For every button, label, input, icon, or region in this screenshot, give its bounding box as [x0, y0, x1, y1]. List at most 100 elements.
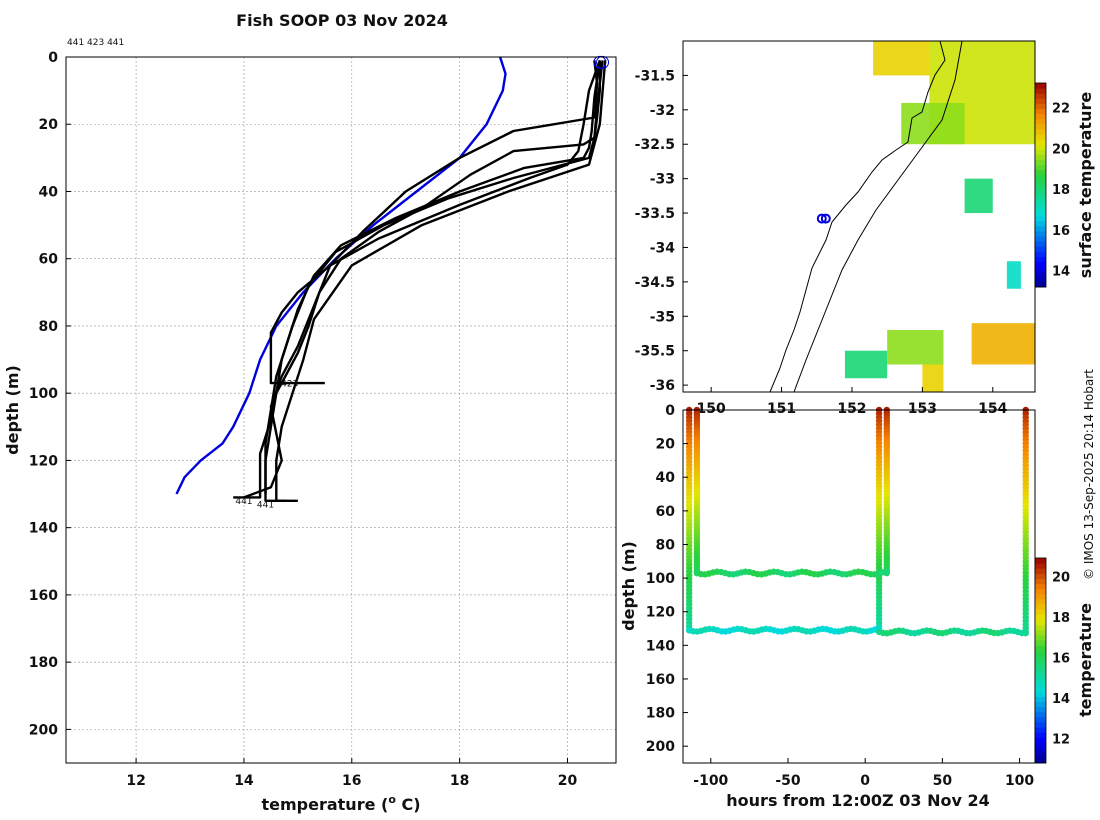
timeseries-ytick-label: 0	[665, 403, 675, 419]
profile-xtick-label: 20	[558, 773, 578, 789]
profile-reference-line	[175, 56, 507, 495]
timeseries-colorbar-segment	[1035, 563, 1046, 569]
map-colorbar-segment	[1035, 210, 1046, 217]
timeseries-colorbar-frame	[1034, 557, 1047, 764]
profile-ytick-label: 60	[39, 252, 59, 268]
timeseries-axes-frame	[682, 409, 1036, 764]
bottom-track-point	[883, 568, 890, 575]
profile-ytick-label: 40	[39, 184, 59, 200]
map-colorbar-segment	[1035, 281, 1046, 288]
map-colorbar-segment	[1035, 215, 1046, 222]
timeseries-ytick-label: 160	[646, 672, 675, 688]
timeseries-colorbar-segment	[1035, 757, 1046, 764]
timeseries-colorbar-segment	[1035, 747, 1046, 754]
map-colorbar-segment	[1035, 118, 1046, 125]
timeseries-colorbar-tick-label: 18	[1052, 611, 1070, 626]
map-xtick-label: 154	[978, 401, 1007, 417]
profile-xtick-label: 14	[234, 773, 254, 789]
timeseries-xtick-label: 50	[933, 773, 953, 789]
profile-ytick-label: 140	[29, 521, 58, 537]
map-colorbar-segment	[1035, 276, 1046, 283]
profile-xtick-label: 12	[126, 773, 145, 789]
timeseries-colorbar-segment	[1035, 604, 1046, 610]
timeseries-xlabel: hours from 12:00Z 03 Nov 24	[726, 791, 989, 810]
timeseries-colorbar-segment	[1035, 711, 1046, 718]
map-colorbar: 14 16 18 20 22	[1034, 82, 1070, 288]
map-ytick-label: -32.5	[635, 137, 675, 153]
timeseries-colorbar-label: temperature	[1076, 603, 1095, 717]
coastline	[769, 41, 946, 392]
map-colorbar-segment	[1035, 205, 1046, 211]
map-colorbar-segment	[1035, 134, 1046, 140]
timeseries-colorbar-segment	[1035, 614, 1046, 620]
profile-xlabel-main: temperature (	[261, 795, 388, 814]
timeseries-colorbar-segment	[1035, 593, 1046, 600]
map-ytick-label: -34	[650, 240, 676, 256]
map-ytick-label: -32	[650, 103, 675, 119]
profile-cast-line	[264, 60, 601, 494]
timeseries-ytick-label: 80	[656, 537, 676, 553]
profile-ylabel: depth (m)	[3, 365, 22, 455]
map-colorbar-segment	[1035, 251, 1046, 257]
map-ytick-label: -35	[650, 309, 675, 325]
map-colorbar-segment	[1035, 164, 1046, 171]
map-colorbar-segment	[1035, 169, 1046, 176]
sst-patch	[901, 102, 965, 145]
profile-ytick-label: 200	[29, 722, 58, 738]
profile-cast-line	[233, 60, 604, 499]
map-ticks: 150 151 152 153 154 -31.5 -32 -32.5 -33 -33.5 -34 -…	[635, 68, 1008, 417]
map-colorbar-tick-label: 22	[1052, 101, 1070, 116]
map-colorbar-segment	[1035, 128, 1046, 135]
timeseries-xtick-label: 0	[860, 773, 870, 789]
profile-axes-frame	[65, 56, 617, 764]
sst-patch	[964, 178, 993, 214]
map-colorbar-segment	[1035, 174, 1046, 181]
float-marker-ring	[820, 213, 831, 224]
profile-ytick-label: 0	[48, 50, 58, 66]
timeseries-colorbar-segment	[1035, 558, 1046, 564]
timeseries-colorbar-segment	[1035, 675, 1046, 682]
sst-patch	[922, 364, 944, 392]
map-colorbar-segment	[1035, 200, 1046, 206]
timeseries-ytick-label: 60	[656, 504, 676, 520]
profile-cast-line	[264, 60, 601, 502]
map-colorbar-tick-label: 20	[1052, 142, 1070, 157]
timeseries-colorbar-segment	[1035, 609, 1046, 615]
sst-patch	[844, 350, 888, 379]
timeseries-colorbar-segment	[1035, 681, 1046, 687]
map-colorbar-segment	[1035, 190, 1046, 196]
profile-cast-line	[243, 60, 599, 499]
map-colorbar-segment	[1035, 88, 1046, 94]
map-colorbar-segment	[1035, 159, 1046, 166]
timeseries-colorbar-segment	[1035, 665, 1046, 672]
map-colorbar-segment	[1035, 241, 1046, 247]
map-colorbar-segment	[1035, 108, 1046, 115]
timeseries-colorbar-segment	[1035, 701, 1046, 708]
float-marker-ring	[816, 213, 827, 224]
timeseries-colorbar-segment	[1035, 583, 1046, 590]
timeseries-colorbar-segment	[1035, 624, 1046, 631]
map-ytick-label: -35.5	[635, 344, 675, 360]
timeseries-colorbar-segment	[1035, 568, 1046, 574]
profile-cast-annotation: 441	[235, 497, 252, 507]
map-colorbar-segment	[1035, 225, 1046, 232]
timeseries-ytick-label: 140	[646, 638, 675, 654]
profile-ytick-label: 180	[29, 655, 58, 671]
map-colorbar-segment	[1035, 256, 1046, 262]
timeseries-colorbar-segment	[1035, 727, 1046, 733]
map-ytick-label: -36	[650, 378, 675, 394]
timeseries-colorbar-segment	[1035, 640, 1046, 646]
timeseries-colorbar-segment	[1035, 686, 1046, 692]
map-colorbar-segment	[1035, 220, 1046, 227]
map-colorbar-segment	[1035, 113, 1046, 120]
timeseries-ytick-label: 180	[646, 706, 675, 722]
map-colorbar-segment	[1035, 236, 1046, 242]
map-xtick-label: 150	[697, 401, 726, 417]
timeseries-colorbar-segment	[1035, 599, 1046, 605]
timeseries-colorbar-segment	[1035, 660, 1046, 667]
profile-grid	[66, 56, 616, 763]
timeseries-colorbar-segment	[1035, 619, 1046, 626]
profile-ytick-label: 20	[39, 117, 59, 133]
